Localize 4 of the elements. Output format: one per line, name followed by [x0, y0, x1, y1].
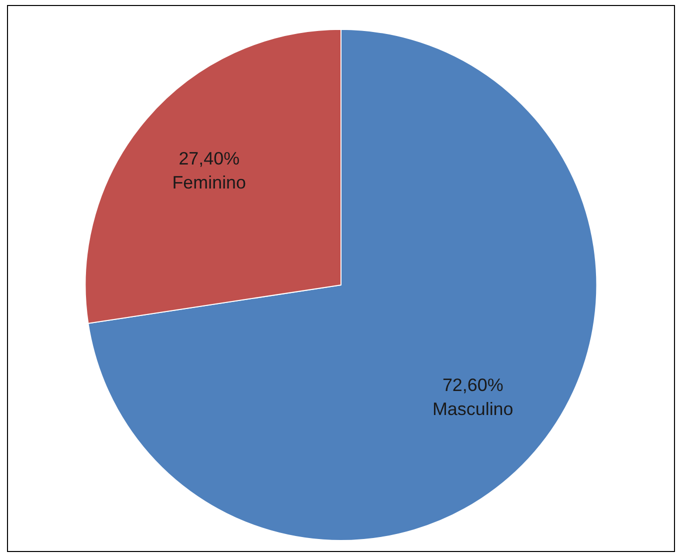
data-label: 72,60%: [442, 375, 504, 396]
slice-label: Masculino: [432, 399, 514, 420]
slice-label: Feminino: [172, 172, 246, 193]
data-label: 27,40%: [178, 148, 240, 169]
